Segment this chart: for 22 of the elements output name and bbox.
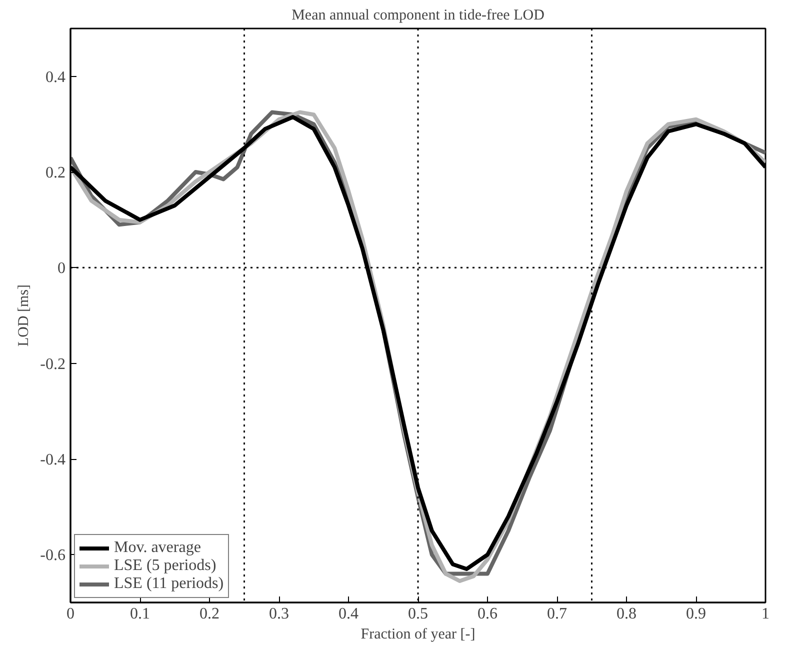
x-tick-label: 0.2 (200, 606, 220, 622)
x-tick-label: 0.4 (338, 606, 358, 622)
x-tick-label: 0.8 (616, 606, 636, 622)
x-tick-label: 0.3 (269, 606, 289, 622)
y-tick-label: 0.2 (46, 164, 66, 182)
y-tick-label: 0 (58, 260, 66, 278)
y-tick-label: 0.4 (46, 68, 66, 86)
y-tick-label: -0.2 (40, 356, 66, 373)
y-tick-label: -0.6 (40, 547, 66, 564)
x-tick-label: 0.1 (130, 606, 150, 622)
y-tick-label: -0.4 (40, 452, 66, 468)
x-tick-label: 1 (762, 606, 770, 622)
x-axis-title: Fraction of year [-] (360, 626, 476, 642)
x-tick-label: 0.6 (478, 606, 498, 622)
y-axis-title: LOD [ms] (16, 284, 32, 347)
x-tick-label: 0.9 (686, 606, 706, 622)
legend-label: LSE (11 periods) (114, 575, 224, 593)
legend-label: Mov. average (114, 539, 201, 557)
legend-label: LSE (5 periods) (114, 557, 216, 575)
chart-title: Mean annual component in tide-free LOD (292, 8, 545, 24)
x-tick-label: 0.5 (408, 606, 428, 622)
x-tick-label: 0.7 (547, 606, 567, 622)
